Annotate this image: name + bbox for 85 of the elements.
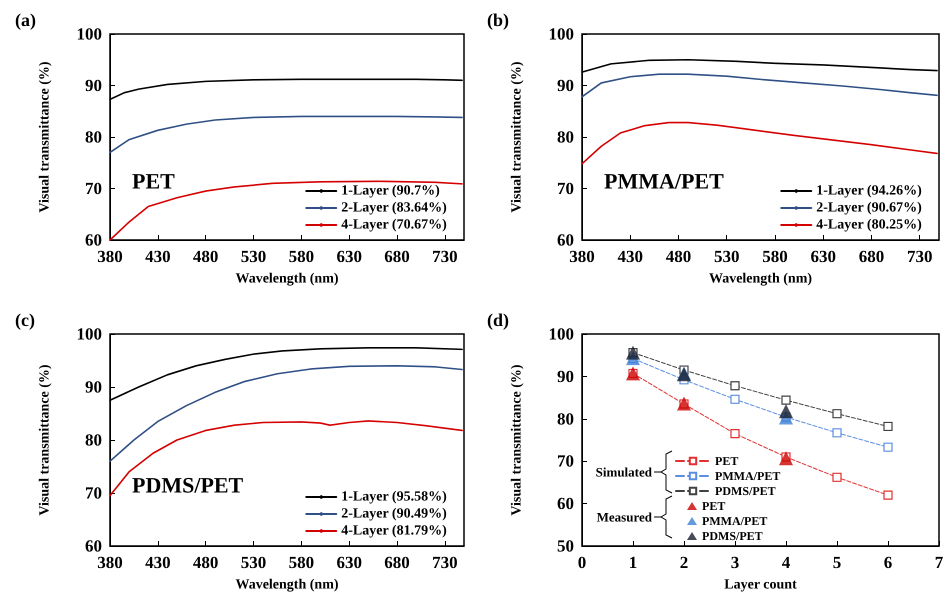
y-tick-label: 70 [85, 179, 102, 198]
y-tick-label: 90 [557, 366, 574, 386]
x-tick-label: 580 [762, 247, 788, 266]
legend-label: 1-Layer (95.58%) [341, 490, 448, 504]
y-tick-label: 60 [557, 230, 574, 250]
y-tick-label: 90 [557, 76, 574, 95]
x-tick-label: 680 [858, 247, 884, 266]
chart-title: (c) [15, 310, 35, 330]
x-tick-label: 5 [832, 553, 842, 572]
x-tick-label: 680 [384, 553, 410, 572]
x-tick-label: 380 [97, 553, 123, 572]
y-tick-label: 50 [557, 536, 574, 556]
legend-label: PMMA/PET [702, 514, 768, 528]
x-tick-label: 580 [288, 553, 314, 572]
annotation: Measured [596, 510, 653, 524]
x-tick-label: 430 [145, 247, 171, 266]
x-tick-label: 530 [240, 553, 266, 572]
x-tick-label: 4 [782, 553, 791, 572]
legend-label: PET [702, 499, 726, 513]
y-tick-label: 80 [557, 128, 574, 146]
legend-label: 2-Layer (83.64%) [341, 200, 448, 216]
y-tick-label: 70 [85, 484, 102, 502]
legend-label: 2-Layer (90.67%) [816, 200, 922, 216]
x-tick-label: 730 [432, 247, 458, 266]
chart-title: (a) [15, 10, 36, 30]
y-tick-label: 100 [548, 24, 574, 44]
legend-label: 4-Layer (70.67%) [341, 218, 448, 232]
annotation: PMMA/PET [604, 168, 724, 194]
legend-label: PDMS/PET [715, 484, 776, 498]
x-tick-label: 480 [192, 553, 218, 572]
x-tick-label: 630 [336, 553, 362, 572]
legend-label: 4-Layer (80.25%) [816, 218, 922, 232]
x-tick-label: 530 [240, 247, 266, 266]
y-tick-label: 70 [557, 179, 574, 198]
x-tick-label: 430 [145, 553, 171, 572]
y-axis-title: Visual transmittance (%) [38, 364, 52, 516]
x-axis-title: Wavelength (nm) [235, 578, 339, 592]
x-tick-label: 630 [810, 247, 836, 266]
y-tick-label: 60 [85, 536, 102, 556]
x-tick-label: 2 [680, 553, 688, 572]
x-tick-label: 1 [628, 553, 638, 572]
y-tick-label: 100 [76, 324, 102, 344]
x-tick-label: 430 [617, 247, 643, 266]
x-tick-label: 580 [288, 247, 314, 266]
x-tick-label: 680 [384, 247, 410, 266]
y-tick-label: 70 [557, 452, 574, 471]
x-axis-title: Wavelength (nm) [235, 272, 339, 286]
legend-label: 4-Layer (81.79%) [341, 524, 448, 538]
x-tick-label: 380 [569, 247, 595, 266]
legend-label: PDMS/PET [702, 529, 763, 543]
annotation: PET [132, 168, 176, 194]
x-axis-title: Layer count [724, 578, 798, 592]
x-tick-label: 6 [884, 553, 892, 572]
y-axis-title: Visual transmittance (%) [510, 364, 524, 516]
y-axis-title: Visual transmittance (%) [510, 61, 524, 213]
y-tick-label: 100 [548, 324, 574, 344]
x-tick-label: 7 [934, 553, 944, 572]
x-axis-title: Wavelength (nm) [708, 272, 812, 286]
annotation: PDMS/PET [132, 472, 244, 498]
legend-label: PMMA/PET [715, 469, 780, 483]
x-tick-label: 530 [714, 247, 740, 266]
annotation: Simulated [596, 464, 653, 480]
y-tick-label: 90 [85, 76, 102, 95]
x-tick-label: 3 [730, 553, 740, 572]
x-tick-label: 480 [666, 247, 692, 266]
legend-label: 2-Layer (90.49%) [341, 506, 448, 522]
legend-label: 1-Layer (94.26%) [816, 184, 922, 198]
legend-label: 1-Layer (90.7%) [341, 184, 440, 198]
x-tick-label: 380 [97, 247, 123, 266]
x-tick-label: 730 [906, 247, 932, 266]
x-tick-label: 480 [192, 247, 218, 266]
chart-title: (d) [487, 310, 510, 330]
y-tick-label: 80 [557, 409, 574, 428]
x-tick-label: 730 [432, 553, 458, 572]
chart-title: (b) [487, 10, 510, 30]
y-tick-label: 100 [76, 24, 102, 44]
y-axis-title: Visual transmittance (%) [38, 61, 52, 213]
legend-label: PET [715, 454, 738, 468]
x-tick-label: 630 [336, 247, 362, 266]
y-tick-label: 80 [85, 128, 102, 146]
y-tick-label: 80 [85, 430, 102, 450]
x-tick-label: 0 [578, 553, 586, 572]
y-tick-label: 90 [85, 378, 102, 396]
y-tick-label: 60 [85, 230, 102, 250]
y-tick-label: 60 [557, 494, 574, 514]
